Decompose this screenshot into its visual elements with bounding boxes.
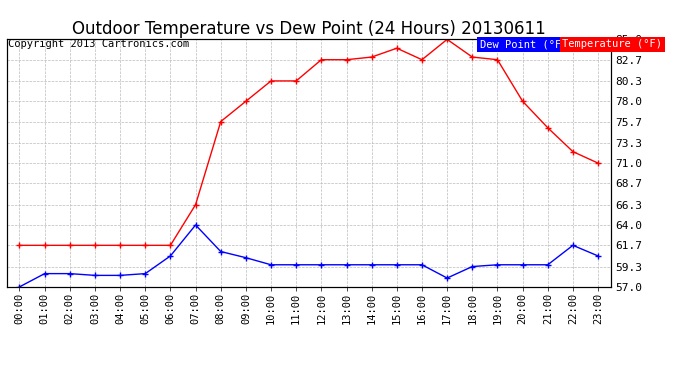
Title: Outdoor Temperature vs Dew Point (24 Hours) 20130611: Outdoor Temperature vs Dew Point (24 Hou…: [72, 20, 546, 38]
Text: Copyright 2013 Cartronics.com: Copyright 2013 Cartronics.com: [8, 39, 190, 50]
Text: Dew Point (°F): Dew Point (°F): [480, 39, 567, 50]
Text: Temperature (°F): Temperature (°F): [562, 39, 662, 50]
